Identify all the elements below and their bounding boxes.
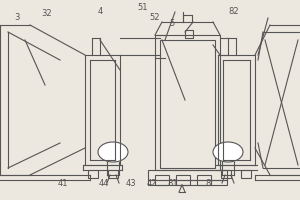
Text: 32: 32	[41, 8, 52, 18]
Text: 82: 82	[229, 6, 239, 16]
Text: 41: 41	[58, 179, 68, 188]
Text: 5: 5	[170, 20, 175, 28]
Bar	[197, 175, 211, 185]
Bar	[108, 170, 118, 178]
Bar	[176, 175, 190, 185]
Text: 4: 4	[98, 6, 103, 16]
Bar	[185, 30, 193, 38]
Bar	[221, 170, 231, 178]
Text: 8: 8	[206, 179, 211, 188]
Text: 43: 43	[125, 179, 136, 188]
Bar	[148, 170, 227, 180]
Text: 42: 42	[146, 179, 157, 188]
Bar	[155, 35, 220, 170]
Text: 81: 81	[167, 179, 178, 188]
Bar	[88, 170, 98, 178]
Bar	[160, 40, 215, 168]
Text: 3: 3	[14, 12, 19, 21]
Circle shape	[98, 142, 128, 162]
Bar	[148, 180, 227, 185]
Text: 51: 51	[137, 3, 148, 12]
Text: 52: 52	[149, 12, 160, 21]
Bar	[155, 175, 169, 185]
Text: 44: 44	[98, 179, 109, 188]
Bar	[241, 170, 251, 178]
Circle shape	[213, 142, 243, 162]
